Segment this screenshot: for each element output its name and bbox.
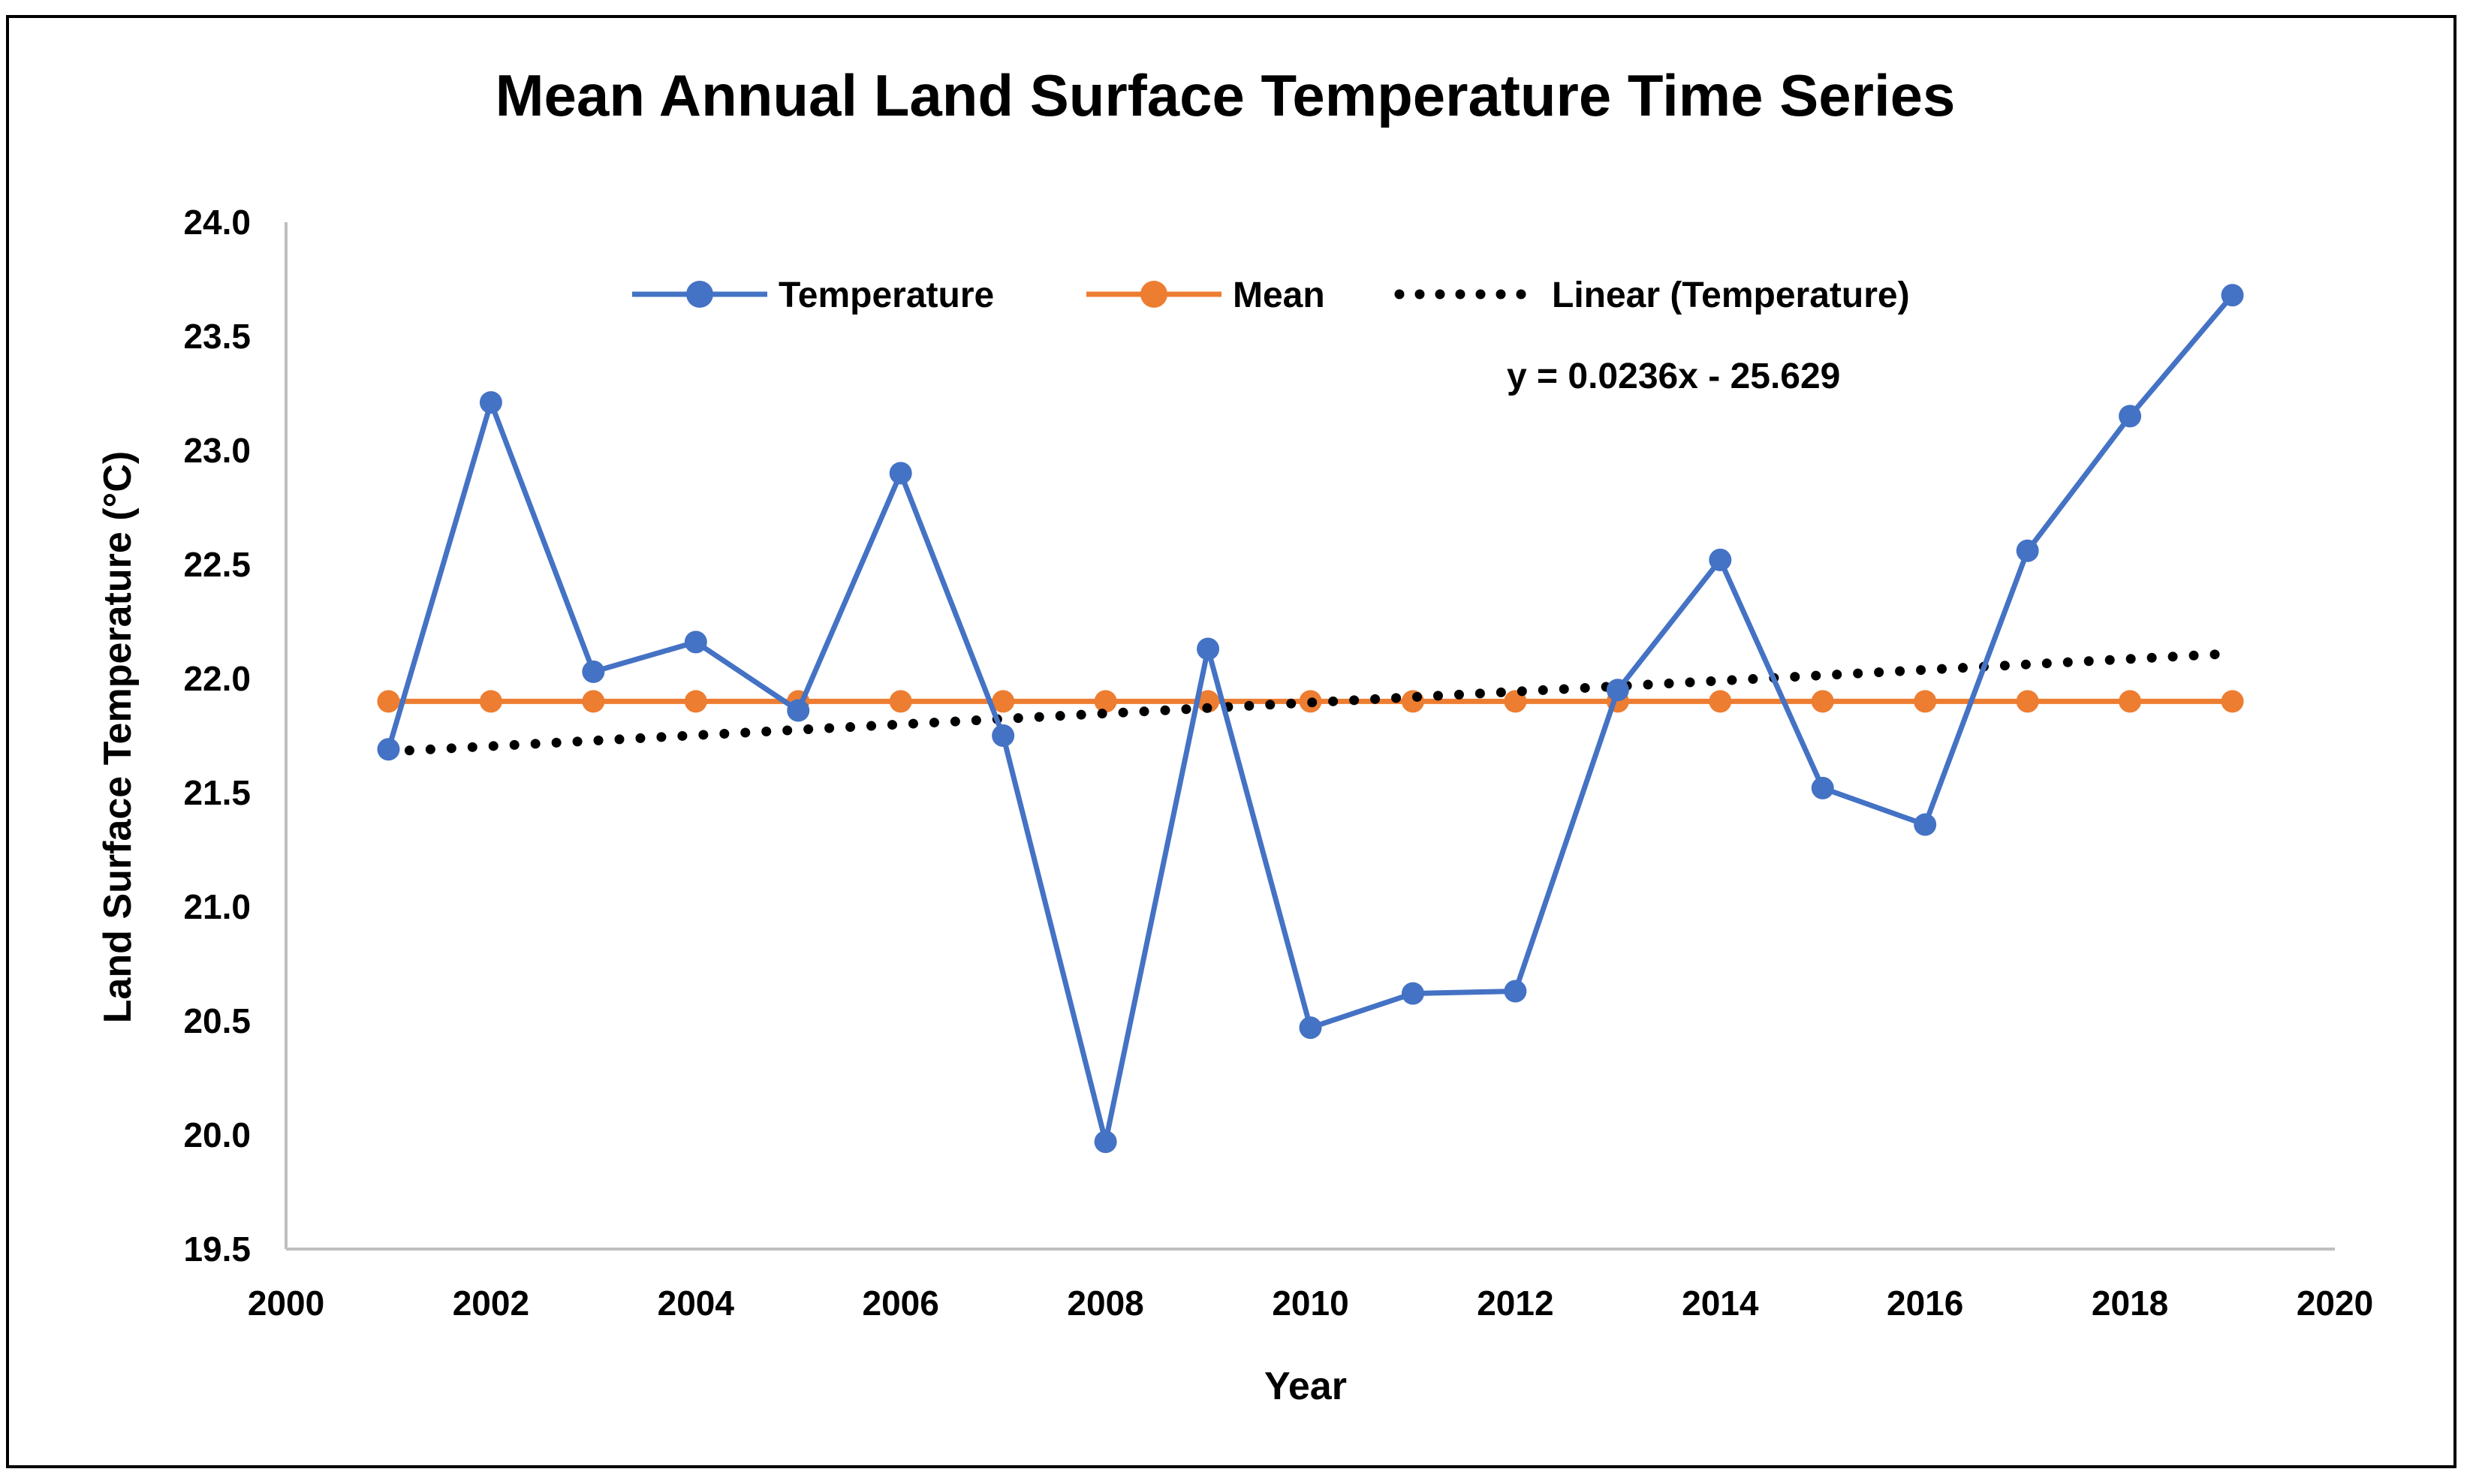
data-point	[2221, 690, 2244, 713]
x-tick-label: 2004	[658, 1284, 735, 1323]
legend-temperature-label: Temperature	[779, 275, 994, 315]
x-tick-label: 2016	[1887, 1284, 1963, 1323]
x-tick-label: 2008	[1067, 1284, 1143, 1323]
x-tick-label: 2000	[248, 1284, 324, 1323]
y-tick-label: 19.5	[183, 1230, 251, 1269]
data-point	[992, 724, 1015, 747]
data-point	[1094, 690, 1117, 713]
legend: Temperature Mean Linear (Temperature)	[632, 275, 1910, 315]
data-point	[479, 690, 502, 713]
x-tick-label: 2010	[1272, 1284, 1348, 1323]
x-tick-label: 2020	[2297, 1284, 2373, 1323]
data-point	[1299, 1016, 1322, 1040]
y-axis-title: Land Surface Temperature (°C)	[96, 451, 140, 1023]
y-tick-label: 21.0	[183, 887, 251, 926]
data-point	[377, 690, 400, 713]
data-point	[684, 690, 707, 713]
x-tick-label: 2018	[2092, 1284, 2168, 1323]
x-tick-label: 2012	[1477, 1284, 1553, 1323]
data-point	[1914, 690, 1937, 713]
y-tick-label: 22.0	[183, 659, 251, 698]
series-linear-temperature	[383, 649, 2238, 757]
data-point	[2119, 405, 2142, 428]
chart-frame: Mean Annual Land Surface Temperature Tim…	[6, 15, 2456, 1468]
data-point	[787, 699, 810, 722]
trendline-equation: y = 0.0236x - 25.629	[1507, 357, 1840, 396]
legend-temperature-marker	[686, 281, 713, 308]
data-point	[889, 462, 912, 485]
axes	[285, 222, 2335, 1251]
data-point	[582, 660, 605, 683]
data-point	[2016, 539, 2039, 562]
data-point	[1709, 690, 1732, 713]
data-point	[479, 391, 502, 414]
data-point	[992, 690, 1015, 713]
data-point	[1401, 982, 1424, 1005]
y-tick-label: 21.5	[183, 773, 251, 812]
data-point	[2016, 690, 2039, 713]
legend-item-linear: Linear (Temperature)	[1394, 275, 1910, 315]
series-temperature	[377, 284, 2244, 1154]
y-tick-label: 22.5	[183, 545, 251, 584]
x-tick-labels: 2000 2002 2004 2006 2008 2010 2012 2014 2016 2018…	[248, 1284, 2373, 1323]
x-tick-label: 2002	[453, 1284, 529, 1323]
data-point	[1811, 776, 1834, 799]
y-tick-label: 24.0	[183, 203, 251, 242]
data-point	[582, 690, 605, 713]
series-layer	[377, 284, 2244, 1154]
y-tick-label: 20.5	[183, 1001, 251, 1040]
legend-mean-label: Mean	[1233, 275, 1325, 315]
trendline	[383, 649, 2238, 757]
x-axis-title: Year	[1264, 1365, 1347, 1408]
chart-title: Mean Annual Land Surface Temperature Tim…	[496, 62, 1956, 128]
data-point	[2221, 284, 2244, 307]
y-tick-label: 20.0	[183, 1115, 251, 1154]
data-point	[1606, 679, 1629, 702]
x-tick-label: 2006	[863, 1284, 939, 1323]
data-point	[2119, 690, 2142, 713]
chart-svg: Mean Annual Land Surface Temperature Tim…	[96, 62, 2373, 1408]
legend-item-mean: Mean	[1086, 275, 1325, 315]
data-point	[889, 690, 912, 713]
data-point	[1401, 690, 1424, 713]
series-line	[386, 293, 2235, 1145]
data-point	[1504, 980, 1527, 1003]
data-point	[1094, 1130, 1117, 1154]
y-tick-label: 23.0	[183, 431, 251, 470]
y-tick-labels: 19.5 20.0 20.5 21.0 21.5 22.0 22.5 23.0 23.5 24.0	[183, 203, 251, 1269]
legend-linear-label: Linear (Temperature)	[1552, 275, 1910, 315]
y-tick-label: 23.5	[183, 317, 251, 356]
data-point	[1197, 637, 1220, 661]
x-tick-label: 2014	[1682, 1284, 1759, 1323]
legend-mean-marker	[1140, 281, 1167, 308]
data-point	[684, 631, 707, 654]
data-point	[1709, 548, 1732, 571]
data-point	[1914, 813, 1937, 836]
legend-item-temperature: Temperature	[632, 275, 994, 315]
data-point	[1811, 690, 1834, 713]
data-point	[377, 738, 400, 761]
